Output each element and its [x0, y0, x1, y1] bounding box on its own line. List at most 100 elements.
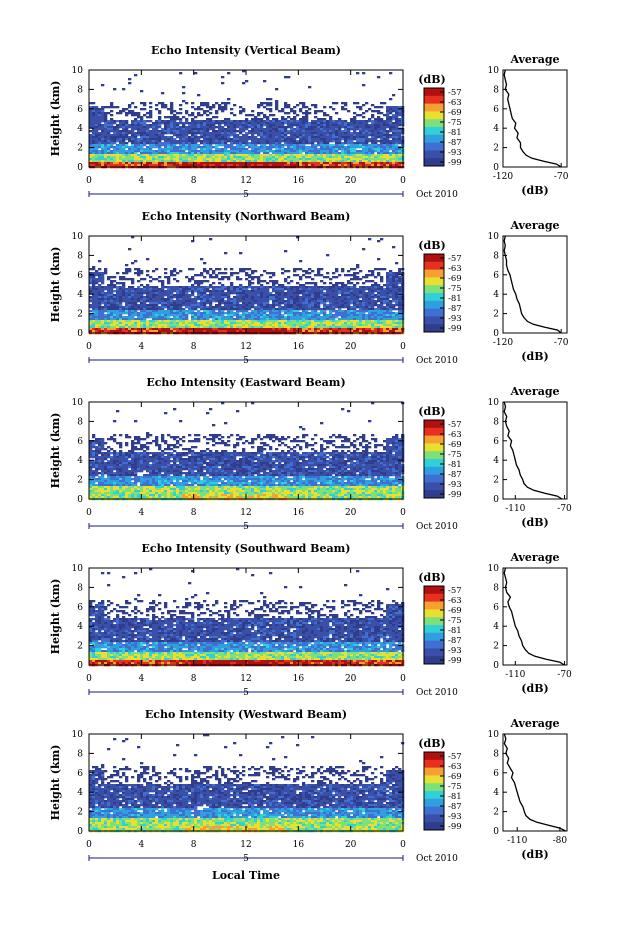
heatmap-cell [296, 122, 300, 125]
heatmap-cell [245, 124, 249, 127]
heatmap-cell [191, 290, 195, 293]
heatmap-cell [233, 322, 237, 325]
heatmap-cell [242, 156, 246, 159]
heatmap-cell [95, 308, 99, 311]
heatmap-cell [224, 320, 228, 323]
heatmap-cell [233, 288, 237, 291]
heatmap-cell [278, 140, 282, 143]
heatmap-cell [260, 316, 264, 319]
heatmap-cell [359, 126, 363, 129]
heatmap-cell [323, 156, 327, 159]
heatmap-cell [203, 270, 207, 273]
heatmap-cell [329, 150, 333, 153]
heatmap-cell [308, 296, 312, 299]
heatmap-cell [176, 122, 180, 125]
heatmap-cell [179, 72, 183, 75]
heatmap-cell [149, 322, 153, 325]
heatmap-cell [131, 308, 135, 311]
heatmap-cell [266, 330, 270, 333]
heatmap-cell [275, 136, 279, 139]
heatmap-cell [275, 138, 279, 141]
heatmap-cell [101, 292, 105, 295]
heatmap-cell [137, 272, 141, 275]
heatmap-cell [320, 300, 324, 303]
heatmap-cell [158, 154, 162, 157]
heatmap-cell [269, 156, 273, 159]
heatmap-cell [350, 156, 354, 159]
heatmap-cell [233, 308, 237, 311]
heatmap-cell [137, 154, 141, 157]
heatmap-cell [152, 152, 156, 155]
heatmap-cell [386, 142, 390, 145]
heatmap-cell [269, 160, 273, 163]
heatmap-cell [350, 128, 354, 131]
heatmap-cell [380, 158, 384, 161]
heatmap-cell [317, 268, 321, 271]
heatmap-cell [110, 282, 114, 285]
heatmap-cell [125, 156, 129, 159]
heatmap-cell [116, 320, 120, 323]
heatmap-cell [101, 138, 105, 141]
heatmap-cell [392, 110, 396, 113]
heatmap-cell [134, 300, 138, 303]
heatmap-cell [380, 154, 384, 157]
heatmap-cell [185, 318, 189, 321]
heatmap-cell [263, 314, 267, 317]
heatmap-cell [284, 322, 288, 325]
heatmap-cell [149, 306, 153, 309]
heatmap-cell [203, 262, 207, 265]
heatmap-cell [326, 254, 330, 257]
heatmap-cell [239, 326, 243, 329]
heatmap-cell [176, 314, 180, 317]
heatmap-cell [344, 140, 348, 143]
heatmap-cell [119, 162, 123, 165]
heatmap-cell [110, 314, 114, 317]
heatmap-cell [95, 310, 99, 313]
heatmap-cell [353, 132, 357, 135]
heatmap-cell [122, 320, 126, 323]
heatmap-cell [263, 330, 267, 333]
heatmap-cell [338, 156, 342, 159]
heatmap-cell [272, 158, 276, 161]
heatmap-cell [197, 298, 201, 301]
heatmap-cell [299, 158, 303, 161]
heatmap-cell [347, 160, 351, 163]
heatmap-cell [218, 300, 222, 303]
heatmap-cell [224, 150, 228, 153]
heatmap-cell [116, 162, 120, 165]
heatmap-cell [218, 156, 222, 159]
heatmap-cell [161, 294, 165, 297]
heatmap-cell [146, 130, 150, 133]
heatmap-cell [140, 142, 144, 145]
heatmap-cell [209, 306, 213, 309]
heatmap-cell [242, 298, 246, 301]
heatmap-cell [197, 150, 201, 153]
heatmap-cell [200, 126, 204, 129]
heatmap-cell [338, 148, 342, 151]
heatmap-cell [323, 306, 327, 309]
heatmap-cell [359, 130, 363, 133]
heatmap-cell [227, 152, 231, 155]
heatmap-cell [92, 130, 96, 133]
heatmap-cell [314, 322, 318, 325]
heatmap-cell [236, 330, 240, 333]
heatmap-cell [314, 304, 318, 307]
heatmap-cell [92, 284, 96, 287]
heatmap-cell [293, 118, 297, 121]
heatmap-cell [293, 124, 297, 127]
heatmap-cell [170, 304, 174, 307]
heatmap-cell [206, 146, 210, 149]
heatmap-cell [284, 300, 288, 303]
heatmap-cell [287, 326, 291, 329]
heatmap-cell [278, 144, 282, 147]
heatmap-cell [395, 144, 399, 147]
heatmap-cell [275, 310, 279, 313]
heatmap-cell [170, 104, 174, 107]
heatmap-cell [164, 154, 168, 157]
heatmap-cell [164, 310, 168, 313]
heatmap-cell [263, 290, 267, 293]
heatmap-cell [290, 280, 294, 283]
heatmap-cell [329, 122, 333, 125]
heatmap-cell [134, 112, 138, 115]
heatmap-cell [200, 120, 204, 123]
